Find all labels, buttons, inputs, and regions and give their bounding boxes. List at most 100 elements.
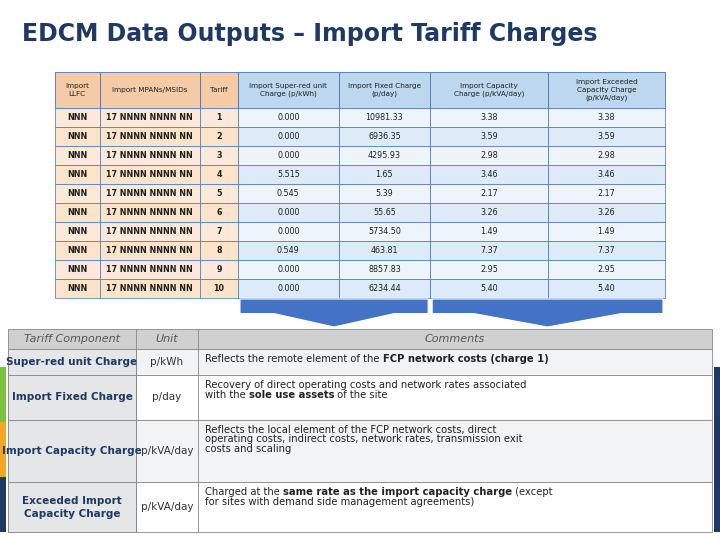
Text: 2.17: 2.17 (598, 189, 616, 198)
Bar (548, 184, 665, 203)
Text: Tariff Component: Tariff Component (24, 334, 120, 344)
Bar (55, 108, 99, 127)
Bar (8, 420, 712, 482)
Text: Super-red unit Charge: Super-red unit Charge (6, 357, 138, 367)
Text: NNN: NNN (67, 265, 87, 274)
Text: 0.000: 0.000 (277, 113, 300, 122)
Text: NNN: NNN (67, 170, 87, 179)
Bar (99, 72, 200, 108)
Bar (99, 241, 200, 260)
Text: 17 NNNN NNNN NN: 17 NNNN NNNN NN (107, 246, 193, 255)
Text: 1.49: 1.49 (598, 227, 616, 236)
Polygon shape (240, 299, 428, 327)
Bar (238, 165, 338, 184)
Bar (200, 108, 238, 127)
Bar (55, 279, 99, 298)
Bar (55, 165, 99, 184)
Bar (548, 222, 665, 241)
Text: 6234.44: 6234.44 (368, 284, 401, 293)
Text: 1.65: 1.65 (376, 170, 393, 179)
Text: Import Capacity
Charge (p/kVA/day): Import Capacity Charge (p/kVA/day) (454, 83, 524, 97)
Text: 2.98: 2.98 (598, 151, 616, 160)
Bar (55, 72, 99, 108)
Text: EDCM Data Outputs – Import Tariff Charges: EDCM Data Outputs – Import Tariff Charge… (22, 22, 598, 46)
Text: p/kVA/day: p/kVA/day (140, 502, 193, 512)
Text: Import Fixed Charge
(p/day): Import Fixed Charge (p/day) (348, 83, 421, 97)
Text: 2.95: 2.95 (480, 265, 498, 274)
Bar (200, 127, 238, 146)
Text: Import MPANs/MSIDs: Import MPANs/MSIDs (112, 87, 188, 93)
Bar (430, 184, 548, 203)
Bar (99, 279, 200, 298)
Text: NNN: NNN (67, 227, 87, 236)
Bar (238, 260, 338, 279)
Bar (430, 127, 548, 146)
Bar (99, 260, 200, 279)
Text: 3.26: 3.26 (598, 208, 616, 217)
Text: 3.38: 3.38 (480, 113, 498, 122)
Bar (99, 203, 200, 222)
Text: 5.39: 5.39 (376, 189, 393, 198)
Bar (99, 146, 200, 165)
Bar (55, 146, 99, 165)
Bar (430, 279, 548, 298)
Text: Exceeded Import
Capacity Charge: Exceeded Import Capacity Charge (22, 496, 122, 519)
Text: 7.37: 7.37 (480, 246, 498, 255)
Text: 17 NNNN NNNN NN: 17 NNNN NNNN NN (107, 208, 193, 217)
Text: 17 NNNN NNNN NN: 17 NNNN NNNN NN (107, 113, 193, 122)
Bar (200, 146, 238, 165)
Text: with the: with the (205, 390, 249, 400)
Text: NNN: NNN (67, 189, 87, 198)
Bar (200, 165, 238, 184)
Text: 8857.83: 8857.83 (368, 265, 401, 274)
Text: 3: 3 (216, 151, 222, 160)
Text: of the site: of the site (334, 390, 388, 400)
Text: 0.000: 0.000 (277, 227, 300, 236)
Text: NNN: NNN (67, 246, 87, 255)
Bar (548, 108, 665, 127)
Bar (238, 108, 338, 127)
Bar (238, 184, 338, 203)
Text: 3.59: 3.59 (480, 132, 498, 141)
Text: 17 NNNN NNNN NN: 17 NNNN NNNN NN (107, 284, 193, 293)
Text: Charged at the: Charged at the (205, 487, 283, 497)
Text: Unit: Unit (156, 334, 179, 344)
Bar (430, 165, 548, 184)
Bar (238, 222, 338, 241)
Bar (8, 482, 712, 532)
Text: 2.98: 2.98 (480, 151, 498, 160)
Bar (0, 422, 6, 477)
Bar (430, 260, 548, 279)
Bar (200, 222, 238, 241)
Text: 5.40: 5.40 (598, 284, 616, 293)
Text: NNN: NNN (67, 132, 87, 141)
Bar (338, 279, 430, 298)
Bar (338, 108, 430, 127)
Bar (338, 146, 430, 165)
Text: 7.37: 7.37 (598, 246, 616, 255)
Text: same rate as the import capacity charge: same rate as the import capacity charge (283, 487, 512, 497)
Bar (548, 72, 665, 108)
Bar (55, 222, 99, 241)
Text: p/day: p/day (153, 393, 181, 402)
Bar (8, 329, 712, 349)
Bar (338, 260, 430, 279)
Polygon shape (432, 299, 663, 327)
Text: NNN: NNN (67, 151, 87, 160)
Bar (200, 203, 238, 222)
Text: 0.000: 0.000 (277, 284, 300, 293)
Text: 3.38: 3.38 (598, 113, 615, 122)
Text: NNN: NNN (67, 284, 87, 293)
Text: (except: (except (512, 487, 553, 497)
Bar (338, 203, 430, 222)
Bar (8, 482, 136, 532)
Bar (338, 222, 430, 241)
Bar (338, 72, 430, 108)
Bar (99, 184, 200, 203)
Bar (55, 184, 99, 203)
Text: 0.545: 0.545 (277, 189, 300, 198)
Text: Import Exceeded
Capacity Charge
(p/kVA/day): Import Exceeded Capacity Charge (p/kVA/d… (575, 79, 637, 101)
Text: 0.000: 0.000 (277, 151, 300, 160)
Bar (99, 222, 200, 241)
Bar (238, 241, 338, 260)
